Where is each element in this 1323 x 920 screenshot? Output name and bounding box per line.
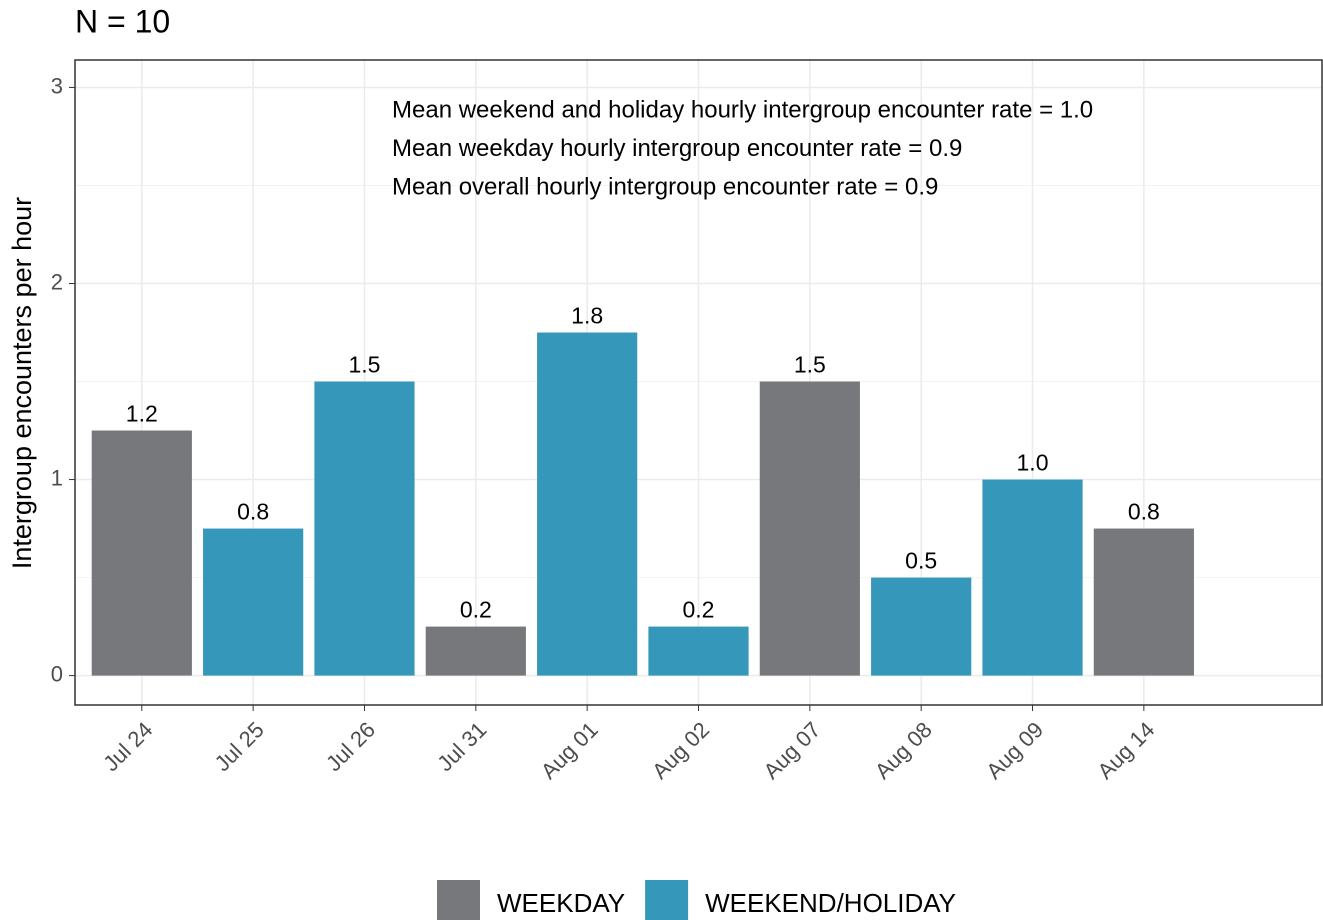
data-label: 0.2 xyxy=(460,597,492,623)
bar xyxy=(91,430,192,676)
data-label: 0.2 xyxy=(683,597,715,623)
data-label: 0.5 xyxy=(905,548,937,574)
y-tick-label: 0 xyxy=(51,661,63,686)
legend-label: WEEKEND/HOLIDAY xyxy=(705,888,956,918)
data-label: 1.5 xyxy=(794,352,826,378)
data-label: 1.2 xyxy=(126,401,158,427)
annotation: Mean weekend and holiday hourly intergro… xyxy=(392,96,1093,123)
bar xyxy=(648,626,749,676)
y-tick-label: 2 xyxy=(51,269,63,294)
x-tick-label: Jul 24 xyxy=(98,717,157,776)
x-tick-label: Aug 02 xyxy=(647,717,714,784)
data-label: 1.8 xyxy=(571,303,603,329)
x-tick-label: Aug 14 xyxy=(1093,717,1160,784)
x-tick-label: Jul 31 xyxy=(432,717,491,776)
data-label: 0.8 xyxy=(1128,499,1160,525)
panel-border xyxy=(74,59,1323,706)
x-tick-label: Aug 08 xyxy=(870,717,937,784)
y-tick-label: 1 xyxy=(51,465,63,490)
chart-title: N = 10 xyxy=(75,3,170,39)
x-tick-label: Aug 01 xyxy=(536,717,603,784)
legend-swatch xyxy=(645,880,689,920)
bar xyxy=(759,381,860,676)
data-label: 0.8 xyxy=(237,499,269,525)
bar xyxy=(314,381,415,676)
x-tick-label: Jul 26 xyxy=(321,717,380,776)
x-tick-label: Jul 25 xyxy=(210,717,269,776)
bar xyxy=(537,332,638,676)
bar xyxy=(203,528,304,676)
x-tick-label: Aug 07 xyxy=(758,717,825,784)
bar xyxy=(871,577,972,676)
y-tick-label: 3 xyxy=(51,73,63,98)
y-axis-label: Intergroup encounters per hour xyxy=(7,197,37,569)
annotation: Mean overall hourly intergroup encounter… xyxy=(392,173,938,200)
data-label: 1.0 xyxy=(1017,450,1049,476)
annotation: Mean weekday hourly intergroup encounter… xyxy=(392,135,962,162)
legend-label: WEEKDAY xyxy=(497,888,625,918)
legend-swatch xyxy=(437,880,480,920)
bar xyxy=(425,626,526,676)
bar xyxy=(982,479,1083,676)
bar xyxy=(1093,528,1194,676)
x-tick-label: Aug 09 xyxy=(981,717,1048,784)
data-label: 1.5 xyxy=(348,352,380,378)
